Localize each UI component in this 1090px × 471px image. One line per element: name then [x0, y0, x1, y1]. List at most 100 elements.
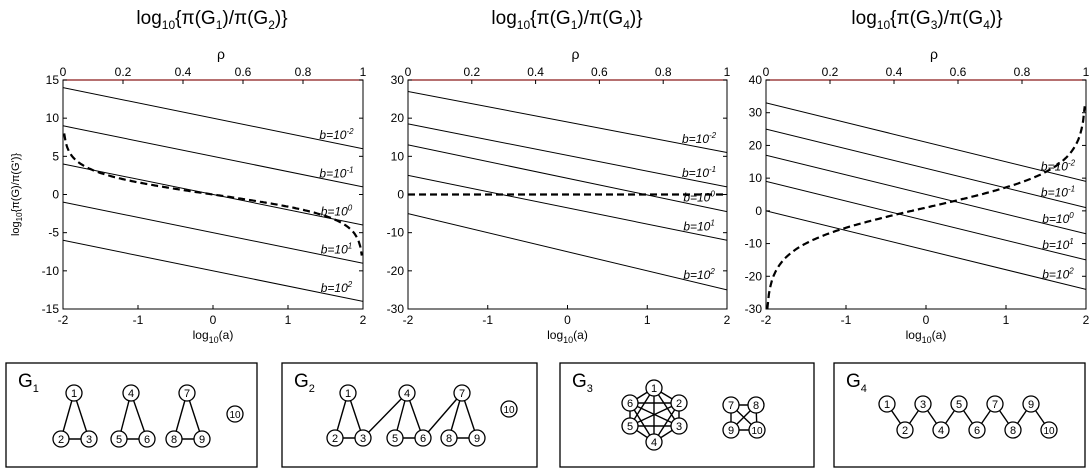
graph-node-label: 3: [920, 399, 926, 411]
series-line: [408, 144, 727, 213]
graph-node-label: 10: [1043, 426, 1055, 437]
graph-node: [339, 384, 357, 402]
series-label: b=100: [1042, 211, 1074, 226]
graph-node: [914, 395, 932, 413]
graph-node: [722, 421, 740, 439]
series-label: b=102: [1042, 266, 1074, 281]
top-tick-label: 1: [360, 65, 367, 79]
graph-node-label: 4: [404, 388, 410, 400]
y-tick-label: 10: [391, 149, 405, 163]
graph-node: [986, 395, 1004, 413]
graph-edge: [629, 402, 680, 427]
x-tick-label: 0: [923, 313, 930, 327]
y-axis-label: log10{π(G)/π(G')}: [10, 153, 24, 236]
y-tick-label: 0: [52, 188, 59, 202]
series-label: b=100: [683, 190, 715, 205]
graph-node-label: 10: [229, 410, 241, 421]
series-label: b=10-1: [682, 165, 716, 180]
y-tick-label: -5: [48, 226, 59, 240]
series-label: b=10-2: [682, 131, 717, 146]
graph-node-label: 6: [420, 433, 426, 445]
x-axis-label: log10(a): [193, 328, 234, 345]
y-tick-label: 30: [749, 106, 763, 120]
graph-node: [950, 395, 968, 413]
graph-node-label: 3: [676, 421, 682, 433]
graph-node: [645, 433, 663, 451]
y-tick-label: -10: [42, 264, 60, 278]
graph-node: [453, 384, 471, 402]
graph-label: G2: [294, 371, 315, 395]
top-tick-label: 1: [1083, 65, 1090, 79]
graph-node-label: 7: [728, 400, 734, 412]
series-label: b=101: [1042, 237, 1073, 252]
y-tick-label: 40: [749, 73, 763, 87]
chart-title: log10{π(G3)/π(G4)}: [851, 8, 1002, 32]
graph-node-label: 8: [753, 400, 759, 412]
series-line: [766, 102, 1086, 182]
graph-node-label: 3: [86, 434, 92, 446]
graph-node: [414, 429, 432, 447]
graph-node: [722, 396, 740, 414]
chart-panel-2: log10{π(G1)/π(G4)}ρ-2 -1 0 1 20 0.2 0.4 0.6 0.8 1…: [387, 8, 731, 345]
y-tick-label: 0: [755, 204, 762, 218]
chart-panel-3: log10{π(G3)/π(G4)}ρ-2 -1 0 1 20 0.2 0.4 0.6 0.8 1…: [745, 8, 1090, 345]
top-tick-label: 0.8: [1014, 65, 1031, 79]
y-tick-label: -20: [745, 269, 763, 283]
graph-node: [878, 395, 896, 413]
graph-node-label: 5: [627, 421, 633, 433]
graph-node: [670, 394, 688, 412]
graph-label: G1: [18, 371, 39, 395]
y-tick-label: -30: [745, 302, 763, 316]
graph-node: [122, 384, 140, 402]
top-axis-label: ρ: [572, 46, 580, 62]
chart-title: log10{π(G1)/π(G2)}: [136, 8, 287, 32]
graph-node: [968, 421, 986, 439]
chart-title: log10{π(G1)/π(G4)}: [491, 8, 642, 32]
x-tick-label: -1: [482, 313, 493, 327]
graph-node: [670, 417, 688, 435]
y-tick-label: 15: [46, 73, 60, 87]
y-tick-label: -10: [387, 226, 405, 240]
graph-label: G4: [846, 371, 867, 395]
graph-box-3: G3 1 2 3 4 5 6 7 8 9 10: [559, 362, 815, 468]
x-tick-label: 2: [1083, 313, 1090, 327]
chart-panel-1: log10{π(G1)/π(G2)}ρ-2 -1 0 1 20 0.2 0.4 0.6 0.8 1…: [10, 8, 367, 345]
graph-node-label: 9: [474, 433, 480, 445]
graph-node-label: 4: [128, 388, 134, 400]
y-tick-label: 10: [46, 111, 60, 125]
graph-node-label: 5: [956, 399, 962, 411]
y-tick-label: 10: [749, 171, 763, 185]
graph-node: [386, 429, 404, 447]
graph-node-label: 1: [651, 383, 657, 395]
top-tick-label: 0.4: [175, 65, 192, 79]
top-tick-label: 0.6: [591, 65, 608, 79]
series-label: b=101: [321, 242, 352, 257]
graph-node-label: 1: [345, 388, 351, 400]
graph-frame: [833, 362, 1086, 468]
graph-node: [354, 429, 372, 447]
top-tick-label: 0.8: [655, 65, 672, 79]
graph-edge: [422, 392, 463, 439]
y-tick-label: 20: [749, 138, 763, 152]
x-tick-label: -2: [761, 313, 772, 327]
graph-box-4: G4 1 2 3 4 5 6 7 8 9 10: [833, 362, 1086, 468]
top-axis-label: ρ: [217, 46, 225, 62]
graph-frame: [559, 362, 815, 468]
series-line: [63, 239, 363, 302]
series-line: [408, 174, 727, 241]
top-tick-label: 0: [60, 65, 67, 79]
x-tick-label: -1: [841, 313, 852, 327]
graph-box-2: G2 1 2 3 4 5 6 7 8 9 10: [281, 362, 538, 468]
x-tick-label: 0: [564, 313, 571, 327]
graph-node-label: 5: [116, 434, 122, 446]
graph-node-label: 8: [1010, 425, 1016, 437]
x-tick-label: 2: [724, 313, 731, 327]
series-label: b=10-2: [319, 127, 354, 142]
graph-node: [621, 394, 639, 412]
graph-node-label: 2: [332, 433, 338, 445]
graph-frame: [5, 362, 258, 468]
y-tick-label: 30: [391, 73, 405, 87]
graph-node-label: 2: [58, 434, 64, 446]
graph-node-label: 2: [676, 398, 682, 410]
graph-node: [1022, 395, 1040, 413]
